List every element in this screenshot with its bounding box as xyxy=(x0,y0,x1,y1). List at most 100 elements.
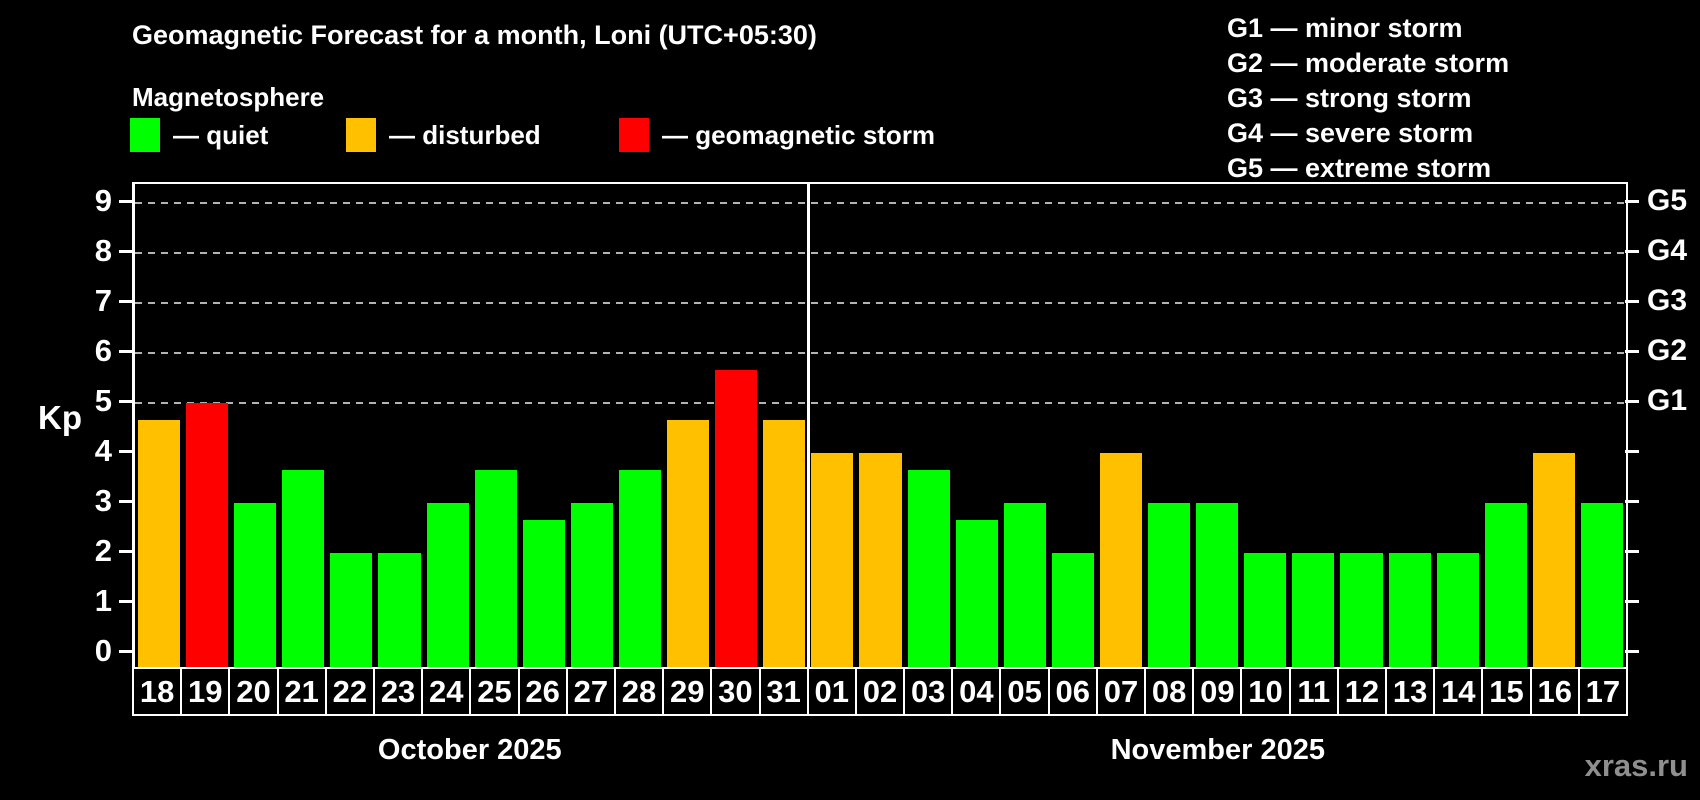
legend-label-disturbed: — disturbed xyxy=(389,119,541,150)
status-legend: — quiet — disturbed — geomagnetic storm xyxy=(0,118,1100,154)
day-cell-nov-06: 06 xyxy=(1049,667,1098,716)
bar-nov-02 xyxy=(859,453,902,669)
day-cell-nov-14: 14 xyxy=(1435,667,1484,716)
y-axis-tick-right-1 xyxy=(1625,600,1639,603)
day-cell-oct-22: 22 xyxy=(326,667,375,716)
bar-nov-01 xyxy=(811,453,854,669)
bar-oct-26 xyxy=(522,519,565,669)
bar-oct-20 xyxy=(234,503,277,669)
y-axis-tick-left-9 xyxy=(119,200,132,203)
bar-oct-23 xyxy=(378,553,421,669)
g-legend-line-5: G5 — extreme storm xyxy=(1227,153,1492,183)
day-cell-oct-25: 25 xyxy=(471,667,520,716)
y-axis-label-2: 2 xyxy=(94,533,112,568)
bar-oct-30 xyxy=(715,369,758,669)
bar-nov-17 xyxy=(1580,503,1623,669)
month-label-october: October 2025 xyxy=(377,734,562,766)
bar-oct-21 xyxy=(282,469,325,669)
bar-nov-14 xyxy=(1436,553,1479,669)
month-divider-line xyxy=(807,184,811,669)
legend-label-storm: — geomagnetic storm xyxy=(662,119,936,150)
day-cell-oct-27: 27 xyxy=(567,667,616,716)
y-axis-tick-right-8 xyxy=(1625,250,1639,253)
y-axis-tick-right-9 xyxy=(1625,200,1639,203)
day-cell-oct-20: 20 xyxy=(230,667,279,716)
y-axis-tick-right-0 xyxy=(1625,650,1639,653)
day-cell-oct-18: 18 xyxy=(134,667,183,716)
y-axis-tick-left-4 xyxy=(119,450,132,453)
bar-nov-03 xyxy=(907,469,950,669)
bar-nov-16 xyxy=(1532,453,1575,669)
day-cell-nov-17: 17 xyxy=(1579,667,1628,716)
day-axis-row: 18 19 20 21 22 23 24 25 26 27 28 29 30 31 01 02 03 04 05 06… xyxy=(132,667,1628,716)
day-cell-nov-09: 09 xyxy=(1194,667,1243,716)
y-axis-tick-left-7 xyxy=(119,300,132,303)
y-axis-label-7: 7 xyxy=(94,283,112,318)
legend-swatch-disturbed-icon xyxy=(346,118,376,152)
day-cell-oct-26: 26 xyxy=(519,667,568,716)
gridline-kp-5 xyxy=(135,402,1626,404)
y-axis-label-0: 0 xyxy=(94,633,112,668)
y-axis-label-1: 1 xyxy=(94,583,112,618)
gridline-kp-8 xyxy=(135,252,1626,254)
g-legend-line-3: G3 — strong storm xyxy=(1227,83,1472,113)
bar-nov-08 xyxy=(1148,503,1191,669)
bar-oct-27 xyxy=(570,503,613,669)
watermark: xras.ru xyxy=(1584,748,1688,783)
kp-axis-title: Kp xyxy=(38,399,82,436)
day-cell-oct-19: 19 xyxy=(182,667,231,716)
y-axis-label-6: 6 xyxy=(94,333,112,368)
y-axis-tick-left-6 xyxy=(119,350,132,353)
day-cell-oct-29: 29 xyxy=(664,667,713,716)
y-axis-label-9: 9 xyxy=(94,183,112,218)
day-cell-nov-15: 15 xyxy=(1483,667,1532,716)
bar-nov-10 xyxy=(1244,553,1287,669)
bar-oct-29 xyxy=(667,419,710,669)
chart-title: Geomagnetic Forecast for a month, Loni (… xyxy=(132,20,817,50)
bar-oct-24 xyxy=(426,503,469,669)
plot-area xyxy=(132,182,1628,672)
y-axis-tick-left-8 xyxy=(119,250,132,253)
y-axis-tick-left-3 xyxy=(119,500,132,503)
storm-scale-legend: G1 — minor storm G2 — moderate storm G3 — … xyxy=(1227,11,1509,186)
y-axis-tick-right-6 xyxy=(1625,350,1639,353)
y-axis-tick-right-7 xyxy=(1625,300,1639,303)
day-cell-oct-23: 23 xyxy=(374,667,424,716)
day-cell-oct-24: 24 xyxy=(423,667,472,716)
y-axis-label-3: 3 xyxy=(94,483,112,518)
day-cell-nov-05: 05 xyxy=(1001,667,1050,716)
day-cell-oct-31: 31 xyxy=(760,667,809,716)
legend-item-quiet: — quiet xyxy=(130,118,268,152)
bar-oct-19 xyxy=(186,403,229,669)
y-axis-tick-left-5 xyxy=(119,400,132,403)
bar-oct-28 xyxy=(618,469,662,669)
right-axis-label-G5: G5 xyxy=(1647,184,1688,217)
gridline-kp-6 xyxy=(135,352,1626,354)
right-axis-label-G3: G3 xyxy=(1647,284,1688,317)
day-cell-oct-28: 28 xyxy=(615,667,665,716)
legend-item-disturbed: — disturbed xyxy=(346,118,541,152)
day-cell-oct-30: 30 xyxy=(712,667,761,716)
legend-swatch-storm-icon xyxy=(619,118,649,152)
bar-oct-22 xyxy=(330,553,373,669)
day-cell-nov-07: 07 xyxy=(1097,667,1147,716)
day-cell-nov-08: 08 xyxy=(1146,667,1195,716)
y-axis-tick-left-0 xyxy=(119,650,132,653)
y-axis-tick-left-2 xyxy=(119,550,132,553)
bar-oct-18 xyxy=(138,419,181,669)
day-cell-nov-03: 03 xyxy=(905,667,954,716)
y-axis-tick-right-2 xyxy=(1625,550,1639,553)
g-legend-line-2: G2 — moderate storm xyxy=(1227,48,1510,78)
bar-nov-13 xyxy=(1388,553,1431,669)
right-axis-label-G4: G4 xyxy=(1647,234,1688,267)
bar-nov-05 xyxy=(1003,503,1046,669)
y-axis-label-5: 5 xyxy=(94,383,112,418)
bar-oct-31 xyxy=(763,419,806,669)
bar-oct-25 xyxy=(474,469,517,669)
day-cell-nov-16: 16 xyxy=(1531,667,1580,716)
day-cell-nov-04: 04 xyxy=(953,667,1002,716)
day-cell-oct-21: 21 xyxy=(278,667,327,716)
y-axis-label-4: 4 xyxy=(94,433,112,468)
gridline-kp-9 xyxy=(135,202,1626,204)
